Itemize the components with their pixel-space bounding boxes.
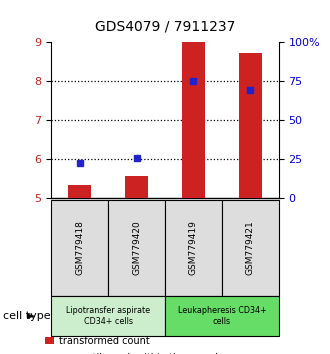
Text: GSM779418: GSM779418 <box>75 220 84 275</box>
Bar <box>125 176 148 198</box>
Text: percentile rank within the sample: percentile rank within the sample <box>59 353 224 354</box>
Text: transformed count: transformed count <box>59 336 150 346</box>
Text: Lipotransfer aspirate
CD34+ cells: Lipotransfer aspirate CD34+ cells <box>66 306 150 326</box>
Bar <box>239 53 262 198</box>
Text: GSM779419: GSM779419 <box>189 220 198 275</box>
Text: GDS4079 / 7911237: GDS4079 / 7911237 <box>95 19 235 34</box>
Bar <box>68 185 91 198</box>
Text: cell type: cell type <box>3 311 51 321</box>
Text: ►: ► <box>27 311 36 321</box>
Text: GSM779420: GSM779420 <box>132 221 141 275</box>
Text: GSM779421: GSM779421 <box>246 221 255 275</box>
Text: Leukapheresis CD34+
cells: Leukapheresis CD34+ cells <box>178 306 266 326</box>
Bar <box>182 42 205 198</box>
